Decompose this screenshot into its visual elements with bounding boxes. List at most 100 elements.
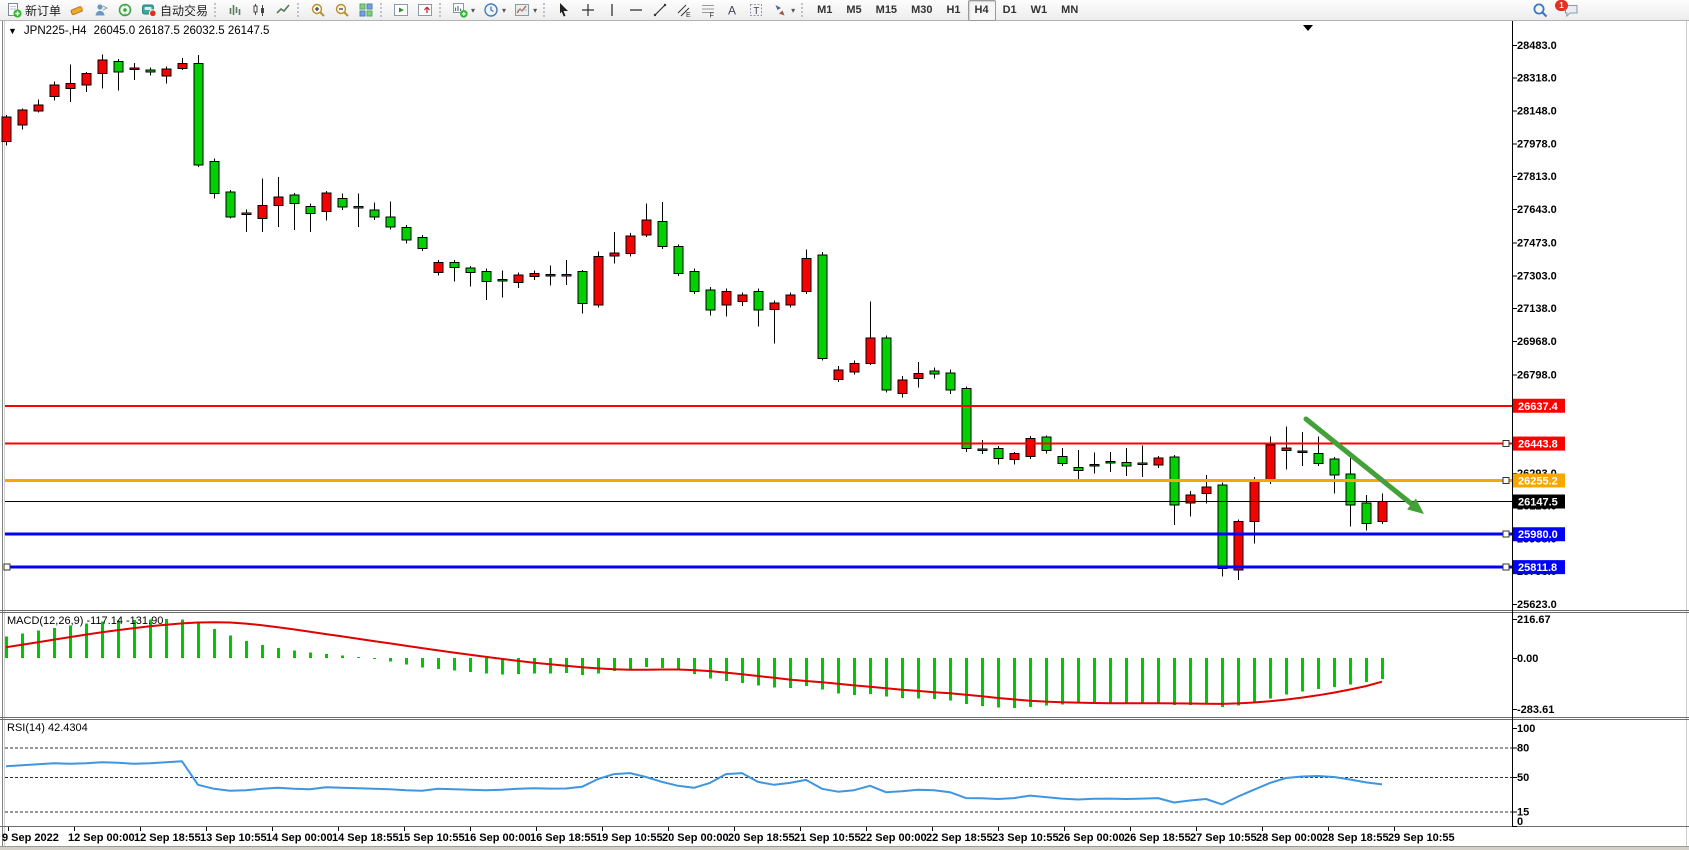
line-chart-mode-button[interactable] (271, 0, 295, 21)
search-button[interactable] (1528, 0, 1553, 21)
horizontal-line-26147.5[interactable]: 26147.5 (5, 494, 1565, 509)
svg-text:T: T (753, 6, 759, 17)
bar-chart-mode-button[interactable] (223, 0, 247, 21)
macd-axis-label: 216.67 (1517, 614, 1551, 626)
candle-body (209, 161, 220, 194)
horizontal-line-tool-button[interactable] (624, 0, 648, 21)
candle-body (305, 205, 316, 214)
candle-body (1089, 464, 1100, 467)
new-order-button[interactable]: 新订单 (2, 0, 65, 21)
price-tick-label: 28148.0 (1517, 105, 1557, 117)
candle-body (1217, 484, 1228, 569)
time-tick-label: 27 Sep 10:55 (1190, 832, 1257, 844)
candle-body (1265, 444, 1276, 483)
equidistant-channel-tool-button[interactable]: E (672, 0, 696, 21)
timeframe-button-H4[interactable]: H4 (967, 0, 996, 21)
arrows-tool-button[interactable]: ▾ (768, 0, 799, 21)
price-tick-label: 27643.0 (1517, 204, 1557, 216)
candle-body (225, 191, 236, 218)
candle-body (1009, 453, 1020, 461)
timeframe-button-H1[interactable]: H1 (946, 4, 961, 16)
notifications-button[interactable]: 1 (1555, 0, 1584, 21)
arrows-tool-icon (772, 2, 788, 18)
candle-body (801, 257, 812, 293)
vertical-line-tool-button[interactable] (600, 0, 624, 21)
text-label-tool-button[interactable]: T (744, 0, 768, 21)
chart-shift-button[interactable] (413, 0, 437, 21)
toolbar-separator (439, 3, 444, 17)
fibonacci-tool-button[interactable]: F (696, 0, 720, 21)
candle-body (961, 388, 972, 449)
time-tick-label: 14 Sep 18:55 (332, 832, 399, 844)
timeframe-button-W1[interactable]: W1 (1030, 4, 1048, 16)
trend-arrow-shaft[interactable] (1303, 416, 1415, 507)
hline-handle[interactable] (1502, 476, 1510, 484)
horizontal-line-26637.4[interactable]: 26637.4 (5, 398, 1565, 413)
chart-crayon-button[interactable] (65, 0, 89, 21)
zoom-in-button[interactable] (306, 0, 330, 21)
candle-body (817, 254, 828, 359)
horizontal-line-tool-icon (628, 2, 644, 18)
timeframe-button-M5[interactable]: M5 (846, 4, 862, 16)
price-line-pill (1513, 473, 1565, 488)
hline-handle[interactable] (3, 563, 11, 571)
candle-body (1153, 457, 1164, 466)
templates-button[interactable]: ▾ (510, 0, 541, 21)
text-tool-button[interactable]: A (720, 0, 744, 21)
candlestick-mode-button[interactable] (247, 0, 271, 21)
toolbar: 新订单 自动交易 ▾ ▾ ▾ E F A T ▾ M1 M5 M15 M30 H1 H4 D1 W1 MN 1 (0, 0, 1689, 21)
candle-body (865, 337, 876, 364)
templates-dropdown-icon[interactable]: ▾ (533, 5, 538, 15)
new-chart-button[interactable]: ▾ (448, 0, 479, 21)
horizontal-line-26255.2[interactable]: 26255.2 (5, 473, 1565, 488)
price-tick-label: 25623.0 (1517, 599, 1557, 611)
tile-windows-button[interactable] (354, 0, 378, 21)
time-tick-label: 21 Sep 10:55 (794, 832, 861, 844)
equidistant-channel-tool-icon: E (676, 2, 692, 18)
candle-body (673, 246, 684, 274)
horizontal-line-26443.8[interactable]: 26443.8 (5, 436, 1565, 451)
timeframe-button-M30[interactable]: M30 (911, 4, 933, 16)
hline-handle[interactable] (1502, 440, 1510, 448)
cursor-tool-button[interactable] (552, 0, 576, 21)
candle-body (113, 61, 124, 73)
zoom-out-button[interactable] (330, 0, 354, 21)
crosshair-tool-button[interactable] (576, 0, 600, 21)
arrows-tool-dropdown-icon[interactable]: ▾ (791, 5, 796, 15)
horizontal-line-25980.0[interactable]: 25980.0 (5, 527, 1565, 542)
new-chart-dropdown-icon[interactable]: ▾ (471, 5, 476, 15)
candle-body (1201, 486, 1212, 494)
symbol-dropdown-icon[interactable]: ▼ (8, 26, 17, 36)
rsi-line (5, 760, 1383, 806)
trend-arrow[interactable] (1303, 416, 1424, 515)
zoom-in-icon (310, 2, 326, 18)
trend-arrow-head[interactable] (1407, 498, 1424, 515)
period-menu-button[interactable]: ▾ (479, 0, 510, 21)
market-watch-button[interactable] (89, 0, 113, 21)
candlestick-mode-icon (251, 2, 267, 18)
price-tick-label: 28318.0 (1517, 72, 1557, 84)
timeframe-button-MN[interactable]: MN (1061, 4, 1079, 16)
trendline-tool-button[interactable] (648, 0, 672, 21)
timeframe-button-M1[interactable]: M1 (817, 4, 833, 16)
price-line-pill (1513, 527, 1565, 542)
macd-pane: 216.67 0.00 -283.61 (5, 614, 1554, 716)
hline-handle[interactable] (1502, 530, 1510, 538)
time-tick-label: 12 Sep 00:00 (68, 832, 135, 844)
horizontal-line-25811.8[interactable]: 25811.8 (3, 560, 1565, 575)
auto-scroll-button[interactable] (389, 0, 413, 21)
candle-body (737, 294, 748, 303)
templates-icon (514, 2, 530, 18)
timeframe-button-M15[interactable]: M15 (875, 4, 898, 16)
period-menu-dropdown-icon[interactable]: ▾ (502, 5, 507, 15)
auto-scroll-icon (393, 2, 409, 18)
candle-body (1297, 450, 1308, 453)
auto-trading-button[interactable]: 自动交易 (137, 0, 212, 21)
chart-shift-marker[interactable] (1303, 25, 1313, 31)
timeframe-button-D1[interactable]: D1 (1002, 4, 1017, 16)
candle-body (337, 197, 348, 208)
new-order-icon (6, 2, 22, 18)
navigator-button[interactable] (113, 0, 137, 21)
time-tick-label: 20 Sep 00:00 (662, 832, 729, 844)
hline-handle[interactable] (1502, 563, 1510, 571)
